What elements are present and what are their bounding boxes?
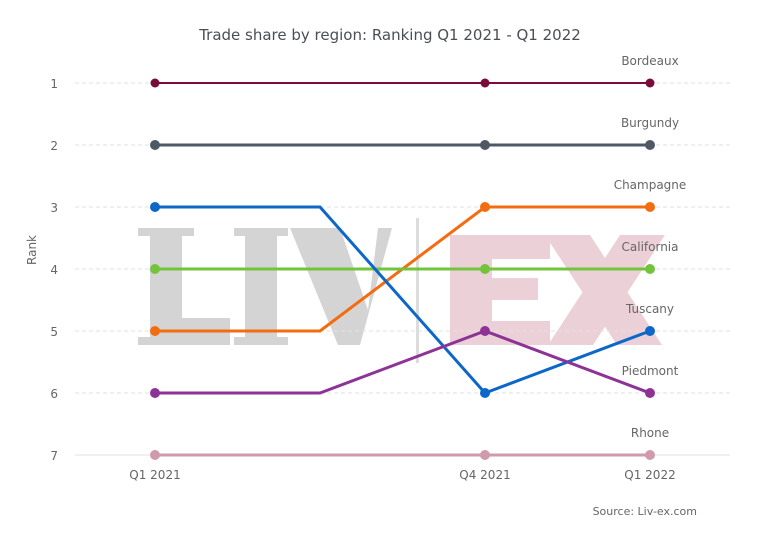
series-rhone — [150, 450, 655, 460]
source-note: Source: Liv-ex.com — [593, 505, 697, 518]
y-tick-label: 3 — [50, 201, 58, 215]
data-point[interactable] — [480, 326, 490, 336]
x-tick-label: Q4 2021 — [459, 468, 510, 482]
data-point[interactable] — [150, 326, 160, 336]
data-point[interactable] — [480, 140, 490, 150]
x-tick-label: Q1 2022 — [624, 468, 675, 482]
y-tick-label: 1 — [50, 77, 58, 91]
data-point[interactable] — [150, 202, 160, 212]
series-label: California — [622, 240, 679, 254]
y-tick-label: 7 — [50, 449, 58, 463]
data-point[interactable] — [645, 388, 655, 398]
data-point[interactable] — [480, 78, 490, 88]
y-tick-label: 4 — [50, 263, 58, 277]
series-label: Piedmont — [622, 364, 679, 378]
series-label: Champagne — [614, 178, 687, 192]
data-point[interactable] — [150, 264, 160, 274]
series-line — [155, 329, 651, 395]
chart-title: Trade share by region: Ranking Q1 2021 -… — [198, 26, 581, 44]
series-burgundy — [150, 140, 655, 150]
data-point[interactable] — [645, 78, 655, 88]
data-point[interactable] — [480, 388, 490, 398]
data-point[interactable] — [480, 264, 490, 274]
series-label: Bordeaux — [621, 54, 678, 68]
watermark-ex — [450, 235, 665, 345]
series-label: Rhone — [631, 426, 669, 440]
data-point[interactable] — [150, 78, 160, 88]
watermark-logo — [138, 218, 665, 363]
data-point[interactable] — [645, 326, 655, 336]
data-point[interactable] — [150, 388, 160, 398]
data-point[interactable] — [150, 450, 160, 460]
series-bordeaux — [150, 78, 655, 88]
y-tick-label: 6 — [50, 387, 58, 401]
data-point[interactable] — [645, 202, 655, 212]
y-axis-label: Rank — [25, 235, 39, 265]
data-point[interactable] — [150, 140, 160, 150]
series-label: Burgundy — [621, 116, 679, 130]
x-tick-label: Q1 2021 — [129, 468, 180, 482]
watermark-liv — [138, 228, 392, 345]
data-point[interactable] — [480, 202, 490, 212]
watermark-divider — [416, 218, 419, 363]
data-point[interactable] — [645, 450, 655, 460]
series-label: Tuscany — [625, 302, 674, 316]
data-point[interactable] — [645, 140, 655, 150]
y-tick-label: 5 — [50, 325, 58, 339]
y-tick-label: 2 — [50, 139, 58, 153]
series-california — [150, 264, 655, 274]
series-piedmont — [150, 326, 655, 398]
data-point[interactable] — [645, 264, 655, 274]
data-point[interactable] — [480, 450, 490, 460]
